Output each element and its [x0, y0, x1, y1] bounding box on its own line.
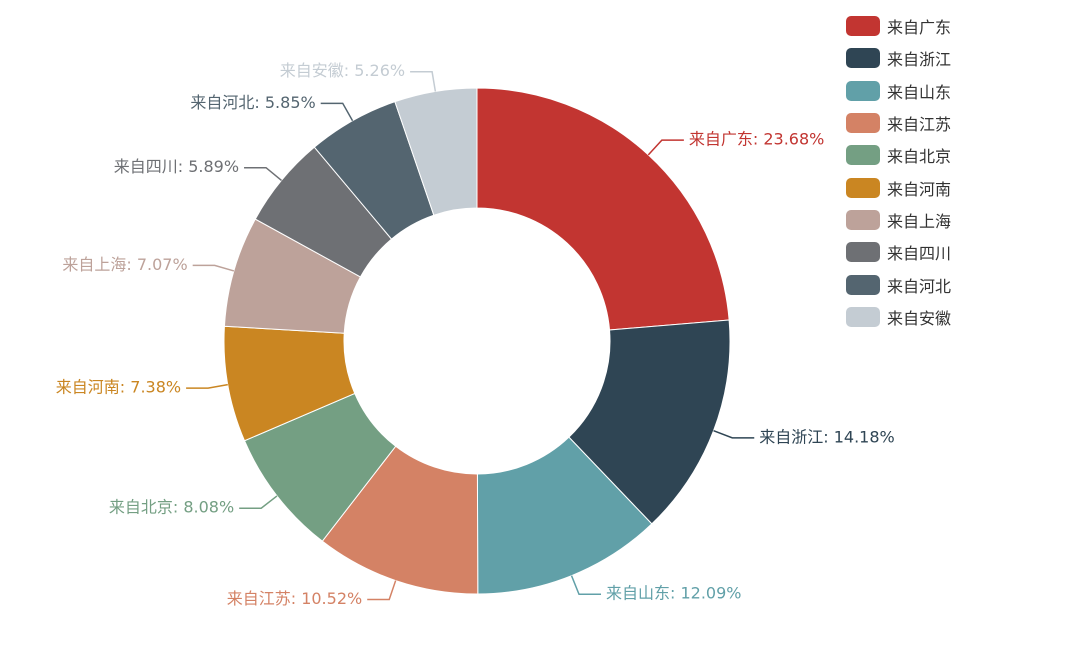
leader-line-1 [713, 430, 755, 439]
legend-swatch [846, 209, 880, 230]
slice-label-6: 来自上海: 7.07% [62, 255, 187, 274]
leader-line-9 [410, 70, 437, 92]
legend-item-8[interactable]: 来自河北 [846, 268, 951, 300]
legend-swatch [846, 113, 880, 134]
legend-swatch [846, 177, 880, 198]
slice-label-3: 来自江苏: 10.52% [227, 589, 363, 608]
leader-line-2 [570, 575, 602, 595]
legend-label: 来自江苏 [887, 115, 952, 135]
slice-label-0: 来自广东: 23.68% [689, 130, 825, 149]
legend-item-1[interactable]: 来自浙江 [846, 42, 951, 74]
slice-0[interactable] [476, 87, 730, 331]
legend-swatch [846, 80, 880, 101]
legend-item-7[interactable]: 来自四川 [846, 236, 951, 268]
legend-swatch [846, 145, 880, 166]
legend-label: 来自河北 [887, 276, 952, 296]
legend-item-6[interactable]: 来自上海 [846, 204, 951, 236]
leader-line-3 [367, 580, 397, 601]
legend-swatch [846, 242, 880, 263]
legend-label: 来自上海 [887, 211, 952, 231]
leader-lines [186, 70, 755, 601]
legend-label: 来自浙江 [887, 50, 952, 70]
legend-label: 来自安徽 [887, 308, 952, 328]
slice-label-2: 来自山东: 12.09% [606, 584, 742, 603]
legend-item-5[interactable]: 来自河南 [846, 171, 951, 203]
leader-line-5 [186, 383, 228, 389]
legend-label: 来自广东 [887, 18, 952, 38]
slice-label-1: 来自浙江: 14.18% [759, 427, 895, 446]
leader-line-0 [647, 139, 684, 156]
legend-item-2[interactable]: 来自山东 [846, 75, 951, 107]
legend-swatch [846, 306, 880, 327]
leader-line-6 [192, 264, 235, 272]
leader-line-4 [239, 495, 278, 509]
slice-label-9: 来自安徽: 5.26% [280, 61, 405, 80]
slice-labels: 来自广东: 23.68% 来自浙江: 14.18% 来自山东: 12.09% 来自江苏… [56, 61, 895, 608]
legend: 来自广东来自浙江来自山东来自江苏来自北京来自河南来自上海来自四川来自河北来自安徽 [846, 10, 951, 333]
legend-label: 来自北京 [887, 147, 952, 167]
slice-label-5: 来自河南: 7.38% [56, 378, 181, 397]
leader-line-7 [244, 166, 282, 181]
leader-line-8 [320, 102, 354, 122]
slice-9[interactable] [394, 87, 478, 216]
slice-label-4: 来自北京: 8.08% [109, 498, 234, 517]
slice-1[interactable] [568, 319, 731, 525]
legend-item-3[interactable]: 来自江苏 [846, 107, 951, 139]
legend-label: 来自河南 [887, 179, 952, 199]
legend-item-9[interactable]: 来自安徽 [846, 301, 951, 333]
legend-label: 来自山东 [887, 82, 952, 102]
legend-label: 来自四川 [887, 244, 952, 264]
legend-item-0[interactable]: 来自广东 [846, 10, 951, 42]
slice-label-8: 来自河北: 5.85% [190, 93, 315, 112]
donut-slices [223, 87, 731, 595]
legend-swatch [846, 16, 880, 37]
legend-swatch [846, 48, 880, 69]
slice-label-7: 来自四川: 5.89% [114, 157, 239, 176]
legend-swatch [846, 274, 880, 295]
legend-item-4[interactable]: 来自北京 [846, 139, 951, 171]
